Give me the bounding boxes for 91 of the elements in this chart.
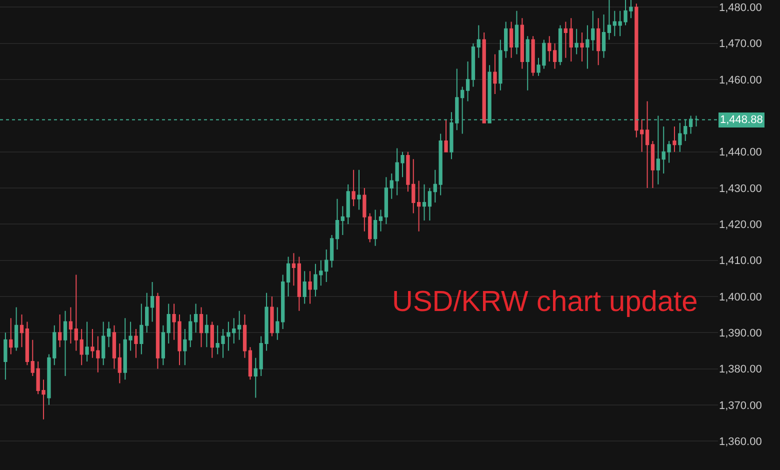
candlestick (580, 32, 584, 62)
candlestick (548, 36, 552, 62)
candlestick (596, 18, 600, 66)
candlestick (286, 256, 290, 297)
y-tick-label: 1,390.00 (719, 327, 762, 340)
candlestick (428, 188, 432, 222)
candlestick (248, 346, 252, 380)
candlestick (471, 42, 476, 88)
candlestick (20, 314, 24, 348)
candlestick (292, 252, 296, 286)
candlestick (194, 303, 198, 334)
y-tick-label: 1,360.00 (719, 436, 762, 448)
candlestick (308, 270, 312, 304)
candlestick (106, 321, 111, 348)
candlestick (433, 169, 437, 203)
candlestick (335, 198, 340, 250)
candlestick (352, 169, 356, 207)
candlestick (63, 310, 68, 376)
candlestick (210, 321, 214, 358)
candlestick (476, 24, 480, 58)
candlestick (242, 314, 247, 358)
candlestick (552, 42, 557, 70)
y-tick-label: 1,370.00 (719, 400, 762, 412)
candlestick (270, 296, 274, 337)
candlestick (558, 24, 562, 66)
candlestick (520, 18, 524, 70)
candlestick (238, 310, 242, 340)
y-tick-label: 1,410.00 (719, 255, 762, 268)
candlestick (417, 180, 421, 232)
candlestick (254, 357, 258, 398)
candlestick (166, 303, 170, 344)
candlestick (9, 318, 13, 355)
candlestick (14, 306, 18, 352)
candlestick (302, 270, 306, 304)
candlestick (373, 209, 378, 246)
candlestick (80, 328, 84, 366)
candlestick (526, 36, 530, 91)
candlestick (466, 60, 470, 102)
candlestick (569, 18, 573, 62)
candlestick (444, 118, 448, 152)
candlestick (156, 292, 160, 370)
candlestick (493, 54, 497, 94)
candlestick (340, 206, 345, 236)
candlestick (150, 282, 154, 322)
candlestick (357, 169, 361, 210)
y-tick-label: 1,430.00 (719, 182, 762, 195)
candlestick (68, 306, 73, 344)
candlestick (204, 314, 209, 348)
candlestick (640, 118, 644, 152)
candlestick (514, 10, 519, 55)
candlestick (634, 3, 638, 138)
candlestick (281, 274, 285, 330)
candlestick (58, 314, 62, 348)
candlestick (531, 36, 535, 76)
y-tick-label: 1,420.00 (719, 219, 762, 231)
candlestick (482, 32, 486, 124)
candlestick (438, 133, 442, 196)
candlestick (602, 14, 606, 58)
candlestick (607, 0, 612, 40)
y-tick-label: 1,440.00 (719, 146, 762, 159)
y-tick-label: 1,480.00 (719, 2, 762, 14)
candlestick (134, 328, 138, 358)
candlestick (297, 256, 301, 312)
candlestick (25, 321, 30, 366)
candlestick (199, 306, 204, 348)
candlestick (346, 184, 350, 225)
y-tick-label: 1,470.00 (719, 38, 762, 50)
candlestick (672, 126, 676, 152)
candlestick (650, 140, 655, 188)
candlestick (102, 321, 106, 366)
candlestick (330, 234, 334, 268)
candlestick (574, 28, 578, 55)
candlestick (612, 10, 616, 37)
annotation: USD/KRW chart update (392, 286, 698, 318)
candlestick (74, 274, 78, 352)
candlestick (564, 21, 568, 58)
candlestick (118, 342, 122, 384)
candlestick (509, 21, 514, 58)
candlestick (161, 324, 166, 366)
ref-line-label: 1,448.88 (720, 114, 763, 126)
candlestick (276, 306, 280, 340)
y-tick-label: 1,460.00 (719, 74, 762, 86)
candlestick (85, 321, 89, 362)
candlestick (112, 324, 116, 370)
candlestick (645, 100, 650, 188)
candlestick (4, 332, 8, 380)
candlestick (378, 209, 383, 232)
candlestick (422, 184, 426, 222)
candlestick (384, 176, 388, 225)
y-tick-label: 1,380.00 (719, 364, 762, 376)
y-tick-label: 1,400.00 (719, 291, 762, 304)
